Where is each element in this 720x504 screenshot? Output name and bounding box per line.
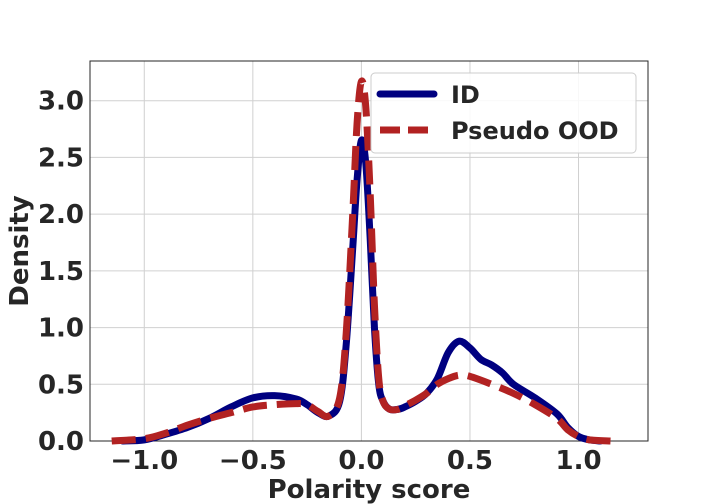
y-axis-label: Density	[5, 195, 35, 307]
y-tick-label: 1.5	[38, 257, 84, 287]
x-tick-label: 1.0	[555, 446, 601, 476]
plot-frame	[89, 60, 649, 442]
y-tick-labels: 0.0 0.5 1.0 1.5 2.0 2.5 3.0	[38, 87, 84, 457]
x-tick-labels: −1.0 −0.5 0.0 0.5 1.0	[110, 446, 601, 476]
x-tick-label: 0.0	[338, 446, 384, 476]
y-tick-label: 3.0	[38, 87, 84, 117]
x-axis-label: Polarity score	[268, 475, 471, 504]
y-tick-label: 2.5	[38, 143, 84, 173]
legend: ID Pseudo OOD	[370, 72, 637, 154]
x-tick-label: 0.5	[447, 446, 493, 476]
x-tick-label: −0.5	[219, 446, 287, 476]
legend-label-id: ID	[451, 81, 480, 109]
legend-label-pseudo-ood: Pseudo OOD	[451, 117, 619, 145]
y-tick-label: 2.0	[38, 200, 84, 230]
y-tick-label: 0.5	[38, 370, 84, 400]
y-tick-label: 1.0	[38, 314, 84, 344]
y-tick-label: 0.0	[38, 427, 84, 457]
series-line-pseudo-ood	[111, 77, 612, 445]
series-layer	[111, 77, 612, 445]
x-tick-label: −1.0	[110, 446, 178, 476]
